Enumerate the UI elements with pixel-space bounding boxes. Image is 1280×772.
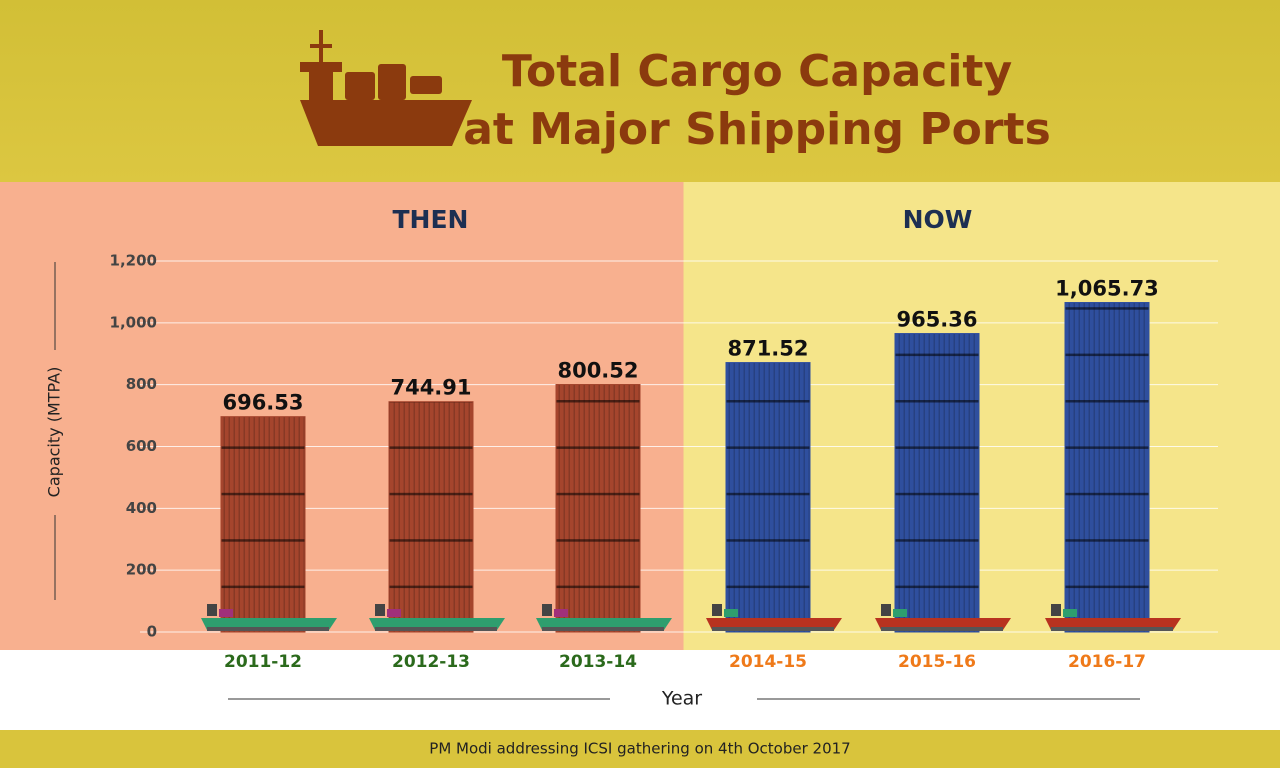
value-label: 696.53 — [222, 391, 303, 415]
footer: PM Modi addressing ICSI gathering on 4th… — [429, 740, 850, 758]
y-tick-label: 1,000 — [110, 313, 157, 331]
boat-box — [724, 609, 738, 617]
y-tick-label: 800 — [126, 375, 157, 393]
boat-cabin — [207, 604, 217, 616]
value-label: 1,065.73 — [1055, 277, 1159, 301]
value-label: 800.52 — [557, 359, 638, 383]
boat-deck — [375, 627, 497, 631]
y-tick-label: 200 — [126, 561, 157, 579]
boat-cabin — [712, 604, 722, 616]
bar — [556, 385, 640, 632]
boat-cabin — [1051, 604, 1061, 616]
y-tick-label: 400 — [126, 499, 157, 517]
boat-deck — [881, 627, 1003, 631]
boat-deck — [712, 627, 834, 631]
boat-box — [1063, 609, 1077, 617]
x-tick-label: 2013-14 — [559, 652, 637, 672]
boat-deck — [1051, 627, 1173, 631]
x-tick-label: 2014-15 — [729, 652, 807, 672]
value-label: 871.52 — [727, 337, 808, 361]
bar — [389, 402, 473, 632]
y-axis-label: Capacity (MTPA) — [45, 367, 64, 498]
y-tick-label: 0 — [147, 623, 157, 641]
x-tick-label: 2012-13 — [392, 652, 470, 672]
bar — [726, 363, 810, 632]
section-label: THEN — [393, 205, 469, 234]
bar — [1065, 303, 1149, 632]
x-axis-label: Year — [661, 688, 702, 710]
bar — [895, 334, 979, 632]
x-tick-label: 2015-16 — [898, 652, 976, 672]
section-label: NOW — [903, 205, 973, 234]
bar — [221, 417, 305, 632]
boat-box — [387, 609, 401, 617]
boat-cabin — [375, 604, 385, 616]
boat-cabin — [881, 604, 891, 616]
boat-box — [893, 609, 907, 617]
value-label: 965.36 — [896, 308, 977, 332]
title-line: at Major Shipping Ports — [463, 104, 1051, 155]
x-tick-label: 2016-17 — [1068, 652, 1146, 672]
y-tick-label: 600 — [126, 437, 157, 455]
y-tick-label: 1,200 — [110, 252, 157, 270]
boat-box — [219, 609, 233, 617]
boat-deck — [542, 627, 664, 631]
x-tick-label: 2011-12 — [224, 652, 302, 672]
boat-box — [554, 609, 568, 617]
boat-deck — [207, 627, 329, 631]
title-line: Total Cargo Capacity — [502, 46, 1012, 97]
boat-cabin — [542, 604, 552, 616]
value-label: 744.91 — [390, 376, 471, 400]
